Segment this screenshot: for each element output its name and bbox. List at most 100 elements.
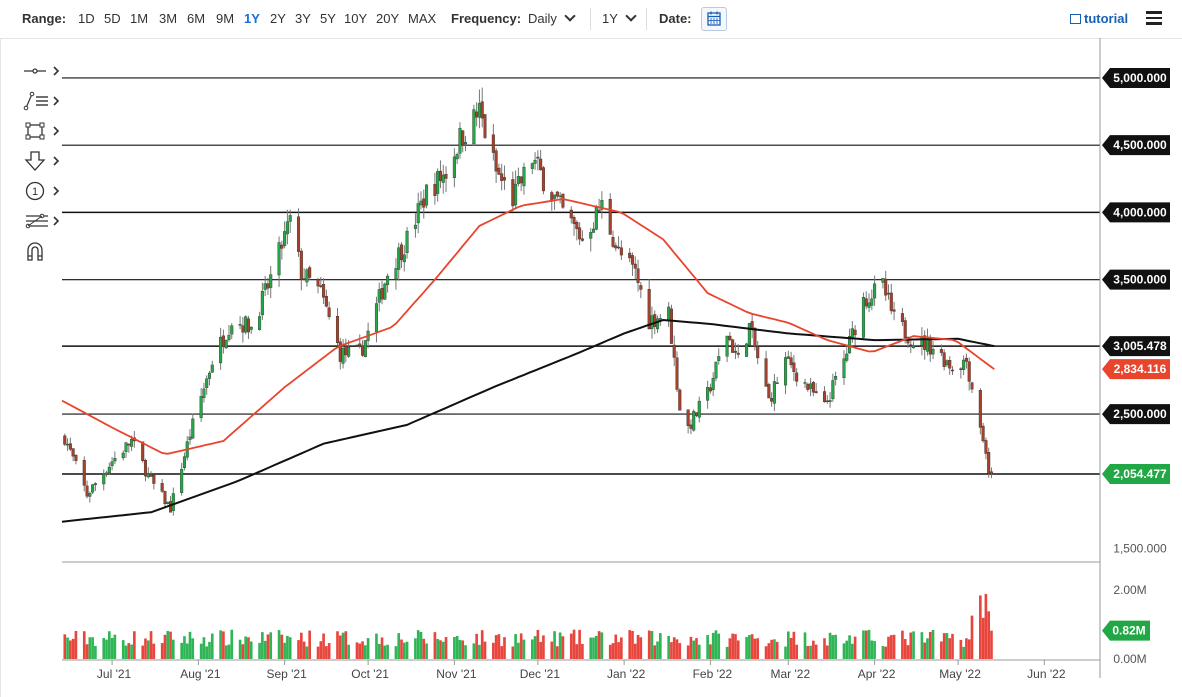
volume-bar	[714, 630, 718, 659]
candle	[636, 268, 640, 283]
candle	[756, 346, 760, 359]
arrow-tools-button[interactable]	[20, 150, 60, 172]
range-1m-button[interactable]: 1M	[130, 11, 149, 26]
candle	[308, 267, 312, 278]
volume-bar	[892, 634, 896, 659]
shape-tools-button[interactable]	[20, 120, 60, 142]
date-picker-button[interactable]	[701, 7, 727, 31]
candle	[745, 343, 749, 357]
candle	[686, 409, 690, 426]
tutorial-link[interactable]: tutorial	[1070, 11, 1128, 26]
price-chart[interactable]: 5,000.000 4,500.000 4,000.000 3,500.000 2,50…	[0, 38, 1182, 697]
volume-bar	[405, 641, 409, 659]
range-2y-button[interactable]: 2Y	[270, 11, 286, 26]
candle	[238, 324, 242, 326]
candle	[461, 130, 465, 146]
x-tick-label: Aug '21	[180, 667, 221, 681]
volume-bar	[578, 629, 581, 659]
range-5d-button[interactable]: 5D	[104, 11, 121, 26]
shape-tools-icon	[25, 122, 60, 140]
volume-bar	[864, 630, 868, 659]
range-10y-button[interactable]: 10Y	[344, 11, 368, 26]
fibonacci-tools-button[interactable]	[20, 210, 60, 232]
candle	[280, 244, 284, 249]
candle	[324, 295, 328, 307]
candle	[784, 357, 788, 386]
candle	[160, 483, 164, 492]
range-20y-button[interactable]: 20Y	[376, 11, 400, 26]
candle	[68, 443, 72, 450]
candle	[102, 473, 106, 485]
volume-bar	[853, 636, 857, 659]
volume-bar	[906, 645, 910, 659]
number-marker-button[interactable]: 1	[20, 180, 60, 202]
candle	[113, 458, 117, 462]
volume-bar	[180, 642, 183, 659]
sma-fast-line	[61, 198, 995, 455]
volume-bar	[475, 633, 478, 659]
volume-bar	[514, 634, 517, 659]
volume-bar	[870, 640, 874, 659]
range-6m-button[interactable]: 6M	[187, 11, 206, 26]
volume-bar	[166, 631, 170, 659]
volume-bar	[210, 633, 214, 659]
candle	[361, 345, 365, 356]
candle	[789, 357, 793, 366]
volume-bar	[416, 630, 420, 659]
period-select[interactable]: 1Y	[602, 10, 637, 26]
magnet-tool-button[interactable]	[20, 240, 60, 262]
volume-bar	[581, 643, 584, 659]
volume-bar	[734, 634, 737, 659]
crosshair-tool-button[interactable]	[20, 60, 60, 82]
candle	[480, 101, 484, 119]
range-max-button[interactable]: MAX	[408, 11, 437, 26]
volume-bar	[74, 630, 78, 659]
volume-bar	[711, 632, 715, 659]
candle	[920, 336, 924, 346]
range-9m-button[interactable]: 9M	[216, 11, 235, 26]
volume-bar	[227, 644, 231, 659]
volume-bar	[845, 640, 849, 659]
candle	[182, 456, 186, 469]
volume-bar	[533, 636, 537, 659]
volume-bar	[658, 633, 662, 659]
frequency-select[interactable]: Daily	[528, 10, 576, 26]
candle	[433, 184, 437, 196]
volume-bar	[327, 643, 331, 659]
volume-bar	[628, 630, 632, 659]
volume-bar	[364, 645, 367, 659]
price-label-tag	[1102, 464, 1170, 485]
hamburger-menu-icon[interactable]	[1146, 11, 1162, 25]
candle	[834, 376, 838, 380]
candle	[600, 200, 604, 210]
volume-bar	[903, 639, 907, 659]
range-3m-button[interactable]: 3M	[159, 11, 178, 26]
candle	[444, 173, 448, 179]
trend-tools-button[interactable]	[20, 90, 60, 112]
candle	[848, 336, 852, 354]
candle	[180, 468, 184, 493]
period-value: 1Y	[602, 11, 618, 26]
candle	[786, 356, 790, 359]
tutorial-label: tutorial	[1084, 11, 1129, 26]
candle	[822, 391, 827, 403]
candle	[772, 381, 776, 404]
volume-bar	[767, 643, 771, 659]
volume-bar	[803, 632, 807, 659]
volume-bar	[88, 637, 92, 659]
candle	[246, 318, 250, 333]
range-3y-button[interactable]: 3Y	[295, 11, 311, 26]
volume-bar	[191, 638, 195, 659]
volume-bar	[397, 633, 401, 659]
volume-bar	[464, 645, 467, 659]
range-1y-button[interactable]: 1Y	[244, 11, 260, 26]
candle	[753, 327, 757, 348]
candle	[163, 490, 167, 505]
range-1d-button[interactable]: 1D	[78, 11, 95, 26]
candle	[647, 288, 651, 330]
range-5y-button[interactable]: 5Y	[320, 11, 336, 26]
volume-bar	[511, 646, 515, 659]
volume-bar	[483, 641, 487, 659]
candle	[541, 167, 545, 192]
candle	[575, 222, 579, 230]
